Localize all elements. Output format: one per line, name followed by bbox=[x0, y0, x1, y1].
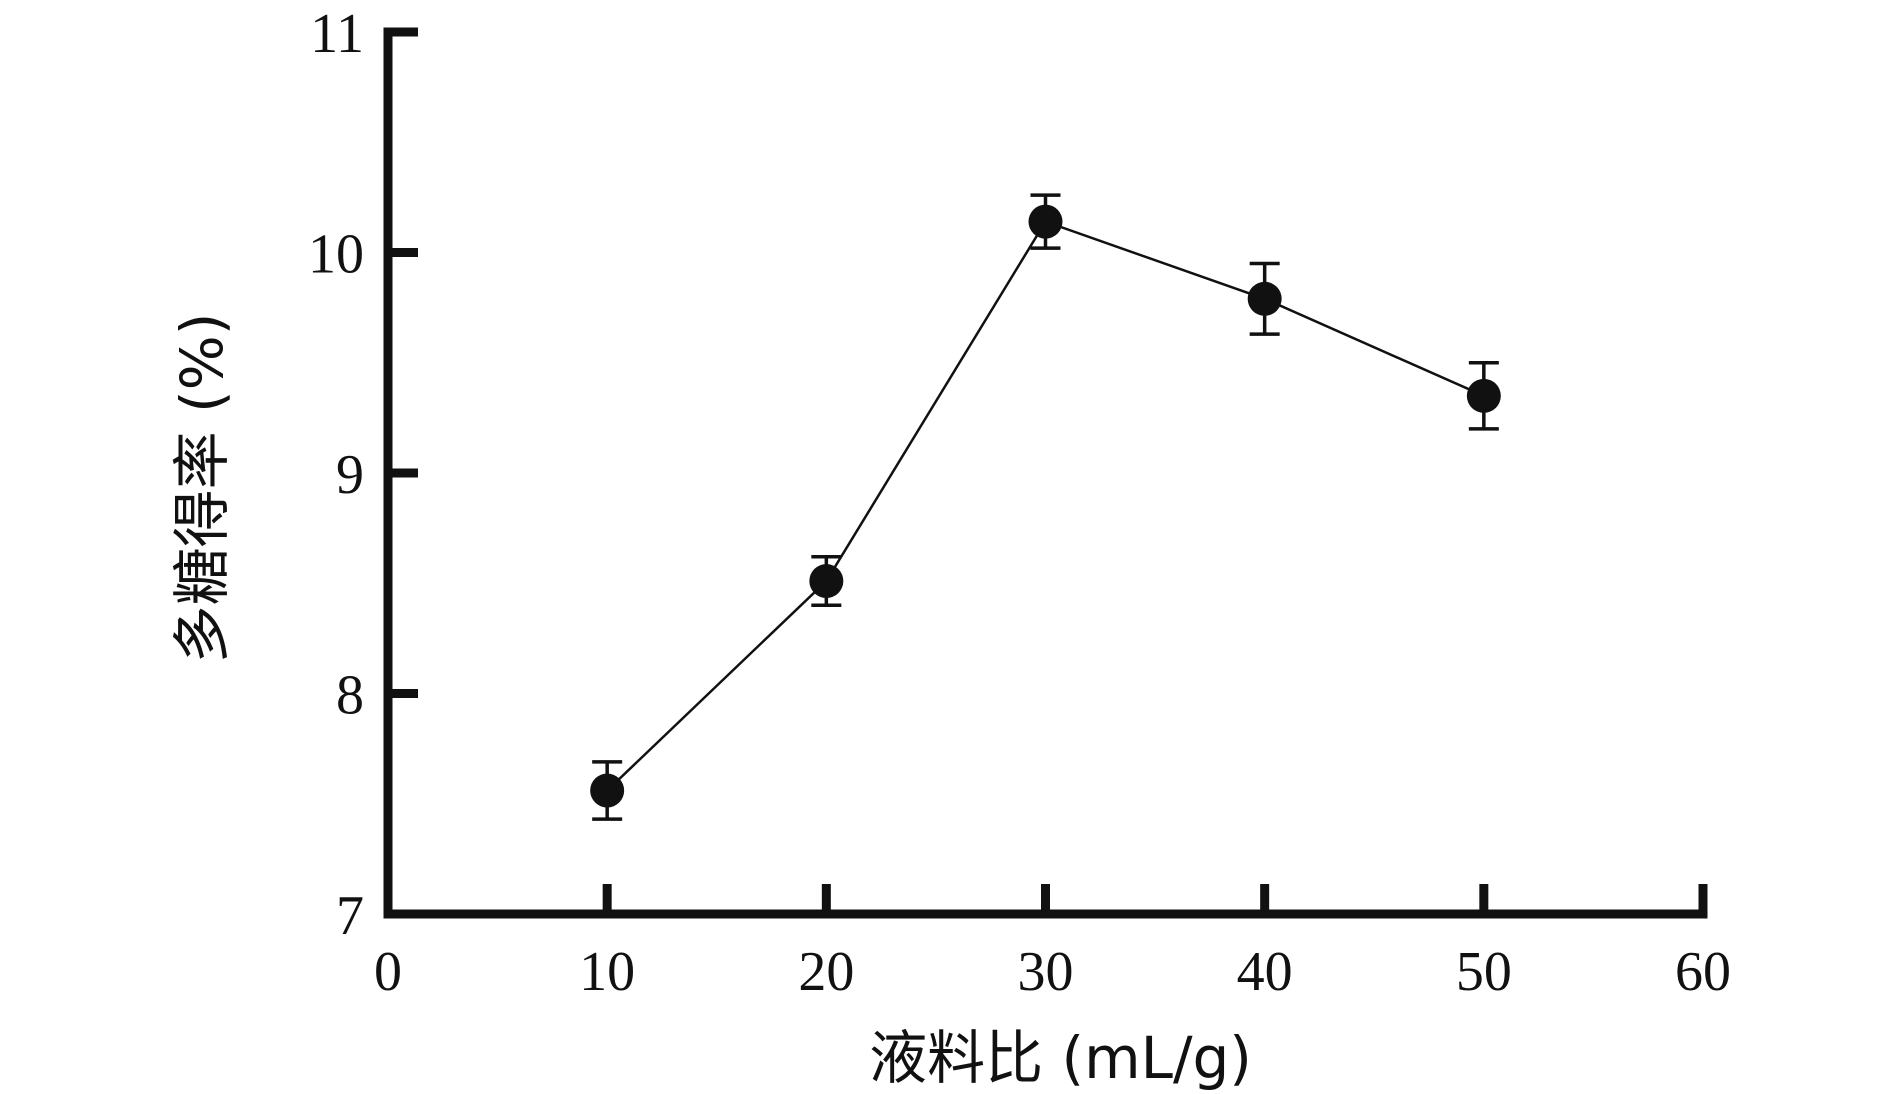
y-tick-label: 9 bbox=[336, 444, 364, 506]
x-axis-title: 液料比 (mL/g) bbox=[869, 1024, 1252, 1092]
series-layer bbox=[590, 193, 1501, 821]
y-tick-label: 10 bbox=[308, 224, 364, 286]
data-point bbox=[1466, 378, 1501, 413]
x-tick-label: 60 bbox=[1675, 941, 1731, 1003]
axes: 7 8 9 10 11 0 10 20 30 40 50 60 bbox=[308, 3, 1731, 1003]
y-tick-label: 8 bbox=[336, 665, 364, 727]
data-point bbox=[1028, 204, 1063, 239]
data-point bbox=[809, 564, 844, 599]
y-axis-title: 多糖得率 (%) bbox=[168, 313, 236, 664]
series-line bbox=[606, 220, 1485, 792]
y-tick-label: 11 bbox=[310, 3, 364, 65]
x-tick-label: 10 bbox=[579, 941, 635, 1003]
x-tick-label: 20 bbox=[798, 941, 854, 1003]
x-tick-label: 40 bbox=[1237, 941, 1293, 1003]
y-tick-label: 7 bbox=[336, 885, 364, 947]
x-tick-label: 30 bbox=[1018, 941, 1074, 1003]
x-tick-label: 0 bbox=[374, 941, 402, 1003]
data-point bbox=[590, 773, 625, 808]
data-point bbox=[1247, 281, 1282, 316]
x-tick-label: 50 bbox=[1456, 941, 1512, 1003]
